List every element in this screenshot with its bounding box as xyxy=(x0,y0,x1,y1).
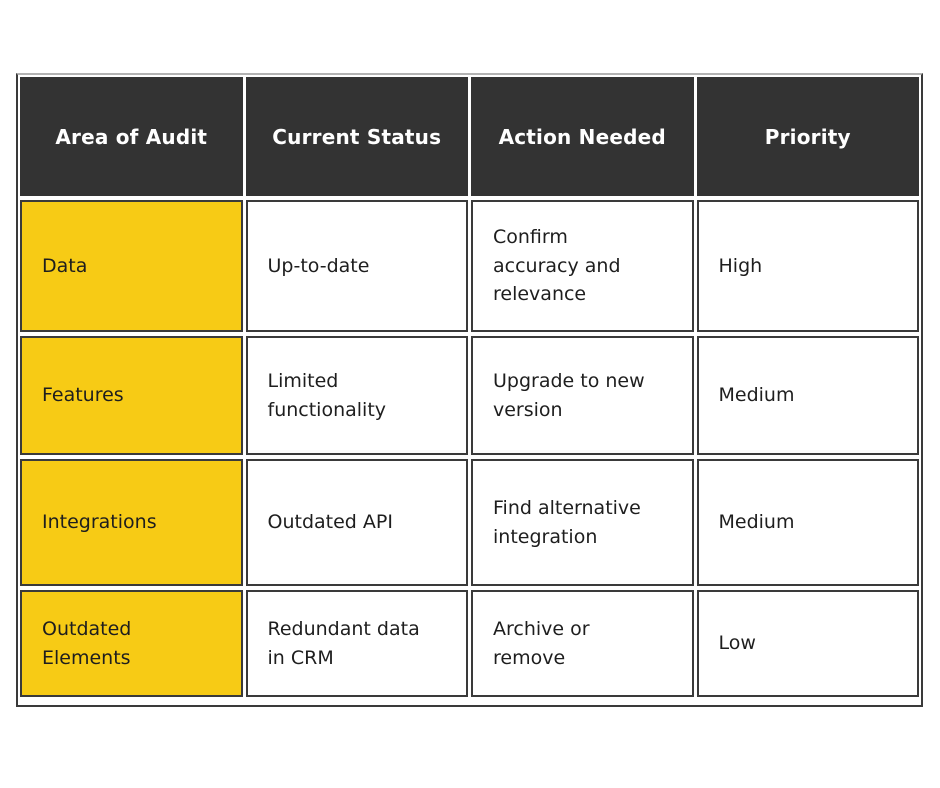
cell-row3-priority: Medium xyxy=(696,459,919,586)
audit-table: Area of Audit Current Status Action Need… xyxy=(16,73,923,707)
cell-row4-status: Redundant data in CRM xyxy=(245,590,468,697)
cell-row1-priority: High xyxy=(696,200,919,332)
cell-row3-status: Outdated API xyxy=(245,459,468,586)
cell-row3-area: Integrations xyxy=(20,459,243,586)
cell-row2-priority: Medium xyxy=(696,336,919,455)
column-header-priority: Priority xyxy=(696,77,919,196)
cell-row2-status: Limited functionality xyxy=(245,336,468,455)
cell-row4-area: Outdated Elements xyxy=(20,590,243,697)
cell-row2-area: Features xyxy=(20,336,243,455)
cell-row1-action: Confirm accuracy and relevance xyxy=(471,200,694,332)
cell-row3-action: Find alternative integration xyxy=(471,459,694,586)
cell-row2-action: Upgrade to new version xyxy=(471,336,694,455)
cell-row4-priority: Low xyxy=(696,590,919,697)
column-header-current-status: Current Status xyxy=(245,77,468,196)
cell-row1-area: Data xyxy=(20,200,243,332)
column-header-area-of-audit: Area of Audit xyxy=(20,77,243,196)
column-header-action-needed: Action Needed xyxy=(471,77,694,196)
cell-row1-status: Up-to-date xyxy=(245,200,468,332)
cell-row4-action: Archive or remove xyxy=(471,590,694,697)
